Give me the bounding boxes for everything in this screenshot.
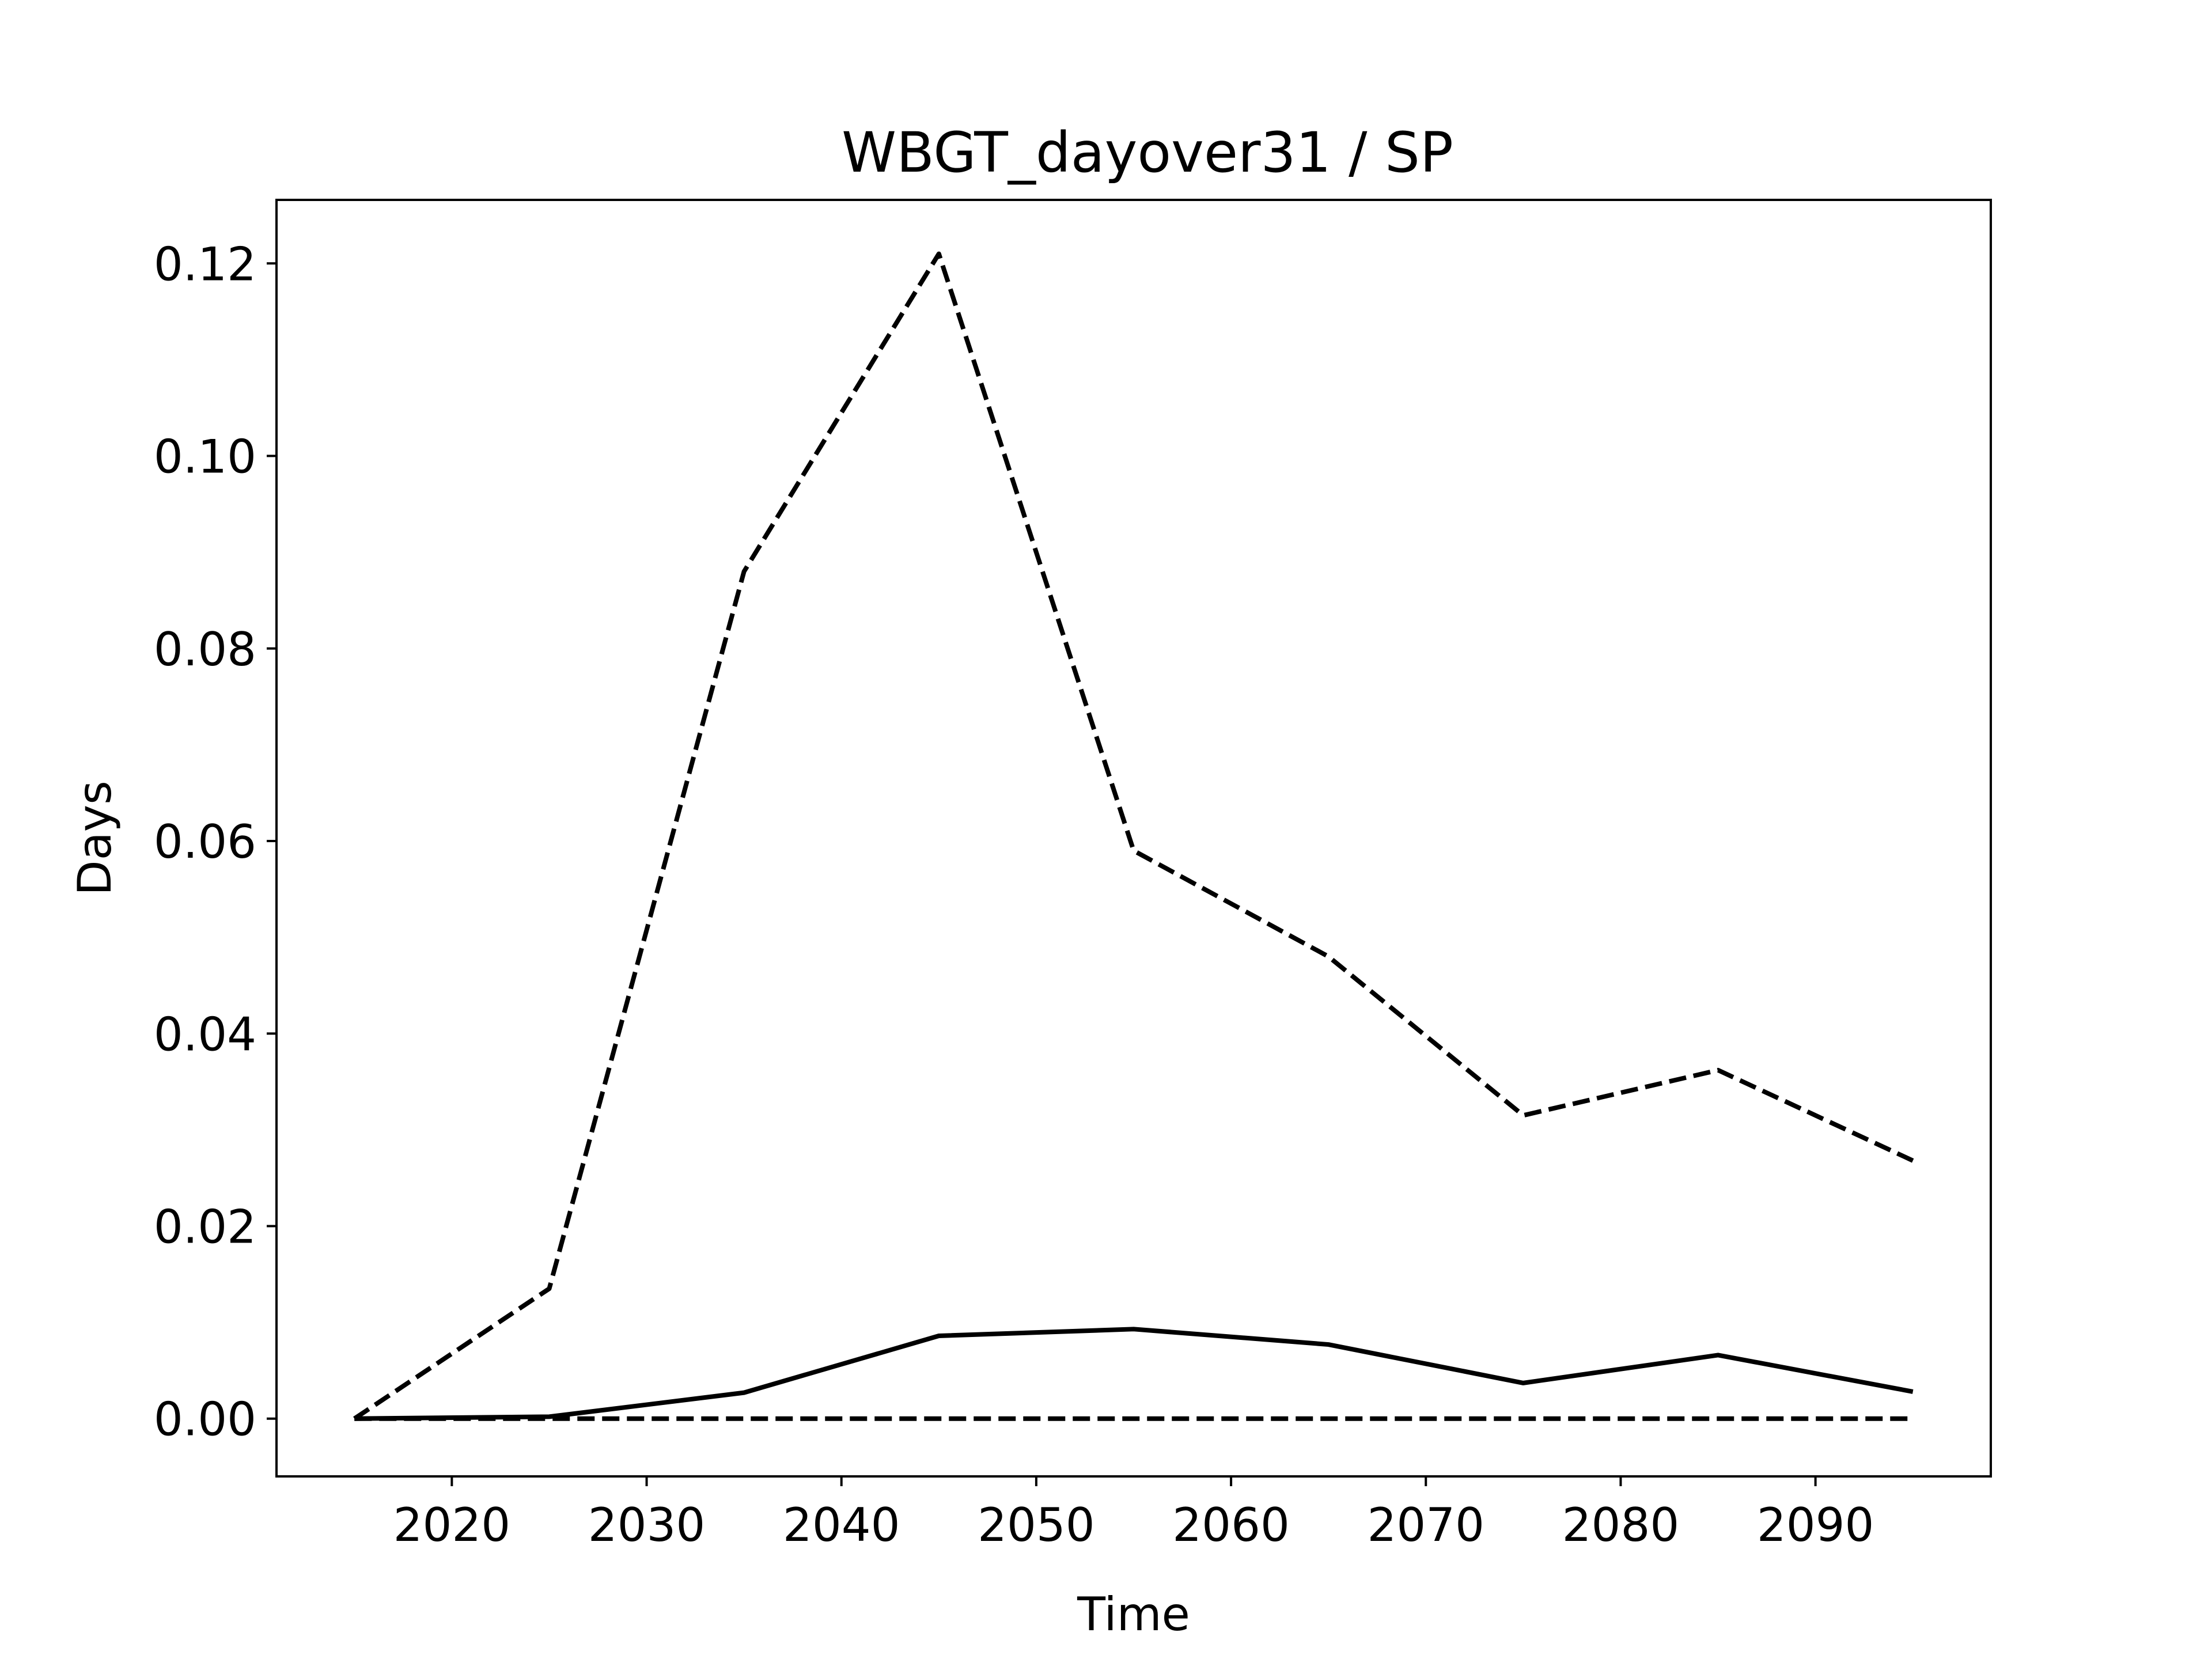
x-tick-label: 2080 [1562,1498,1680,1552]
x-tick-label: 2060 [1172,1498,1290,1552]
series-line-2 [353,251,1914,1421]
x-tick-label: 2050 [978,1498,1095,1552]
x-tick-label: 2040 [783,1498,900,1552]
x-tick-label: 2090 [1757,1498,1874,1552]
x-tick-label: 2030 [588,1498,706,1552]
y-tick-label: 0.00 [154,1393,256,1446]
y-tick-label: 0.04 [154,1007,256,1061]
x-tick-label: 2070 [1367,1498,1484,1552]
plot-content [353,251,1914,1421]
y-axis-ticks: 0.00 0.02 0.04 0.06 0.08 0.10 0.12 [154,237,276,1446]
y-tick-label: 0.06 [154,815,256,869]
chart-title: WBGT_dayover31 / SP [842,120,1453,185]
y-tick-label: 0.08 [154,623,256,676]
y-axis-label: Days [68,781,122,896]
y-tick-label: 0.12 [154,237,256,291]
y-tick-label: 0.02 [154,1200,256,1253]
series-line-1 [354,1327,1914,1421]
x-axis-label: Time [1077,1588,1190,1641]
plot-frame [275,199,1992,1478]
y-tick-label: 0.10 [154,430,256,484]
x-axis-ticks: 2020 2030 2040 2050 2060 2070 2080 2090 [393,1476,1874,1552]
x-tick-label: 2020 [393,1498,511,1552]
